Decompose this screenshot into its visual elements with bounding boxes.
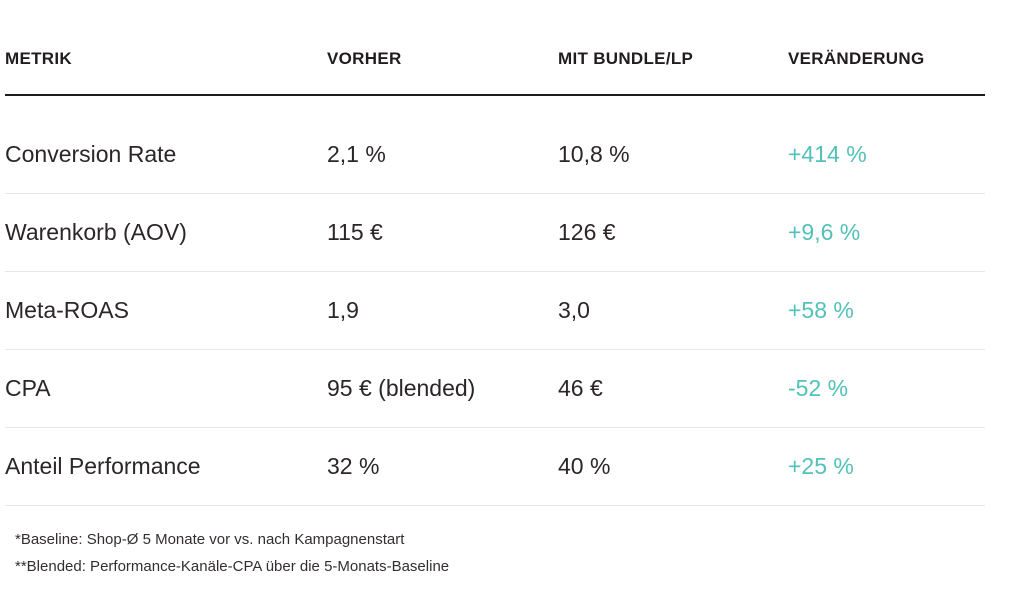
table-row: Meta-ROAS 1,9 3,0 +58 % xyxy=(5,272,985,350)
bundle-value-cell: 46 € xyxy=(558,375,603,401)
bundle-value-cell: 126 € xyxy=(558,219,616,245)
column-header-metrik: METRIK xyxy=(5,49,72,68)
table-header-row: METRIK VORHER MIT BUNDLE/LP VERÄNDERUNG xyxy=(5,0,985,96)
bundle-value-cell: 40 % xyxy=(558,453,611,479)
bundle-value-cell: 3,0 xyxy=(558,297,590,323)
footnote-blended: **Blended: Performance-Kanäle-CPA über d… xyxy=(15,558,450,575)
table-row: Anteil Performance 32 % 40 % +25 % xyxy=(5,428,985,506)
footnotes: *Baseline: Shop-Ø 5 Monate vor vs. nach … xyxy=(5,506,985,580)
metric-name-cell: Meta-ROAS xyxy=(5,297,129,323)
before-value-cell: 32 % xyxy=(327,453,380,479)
metric-name-cell: Anteil Performance xyxy=(5,453,201,479)
header-gap xyxy=(5,96,985,116)
metrics-table: METRIK VORHER MIT BUNDLE/LP VERÄNDERUNG … xyxy=(5,0,985,580)
table-row: Conversion Rate 2,1 % 10,8 % +414 % xyxy=(5,116,985,194)
column-header-vorher: VORHER xyxy=(327,49,402,68)
table-row: Warenkorb (AOV) 115 € 126 € +9,6 % xyxy=(5,194,985,272)
change-value-cell: +9,6 % xyxy=(788,219,861,245)
table-row: CPA 95 € (blended) 46 € -52 % xyxy=(5,350,985,428)
column-header-mit-bundle: MIT BUNDLE/LP xyxy=(558,49,694,68)
change-value-cell: +414 % xyxy=(788,141,867,167)
metric-name-cell: Conversion Rate xyxy=(5,141,177,167)
before-value-cell: 95 € (blended) xyxy=(327,375,476,401)
change-value-cell: +25 % xyxy=(788,453,854,479)
bundle-value-cell: 10,8 % xyxy=(558,141,630,167)
before-value-cell: 115 € xyxy=(327,219,383,245)
before-value-cell: 1,9 xyxy=(327,297,359,323)
footnote-baseline: *Baseline: Shop-Ø 5 Monate vor vs. nach … xyxy=(15,531,405,548)
column-header-veraenderung: VERÄNDERUNG xyxy=(788,49,925,68)
change-value-cell: -52 % xyxy=(788,375,849,401)
before-value-cell: 2,1 % xyxy=(327,141,386,167)
change-value-cell: +58 % xyxy=(788,297,854,323)
metric-name-cell: CPA xyxy=(5,375,51,401)
metric-name-cell: Warenkorb (AOV) xyxy=(5,219,187,245)
